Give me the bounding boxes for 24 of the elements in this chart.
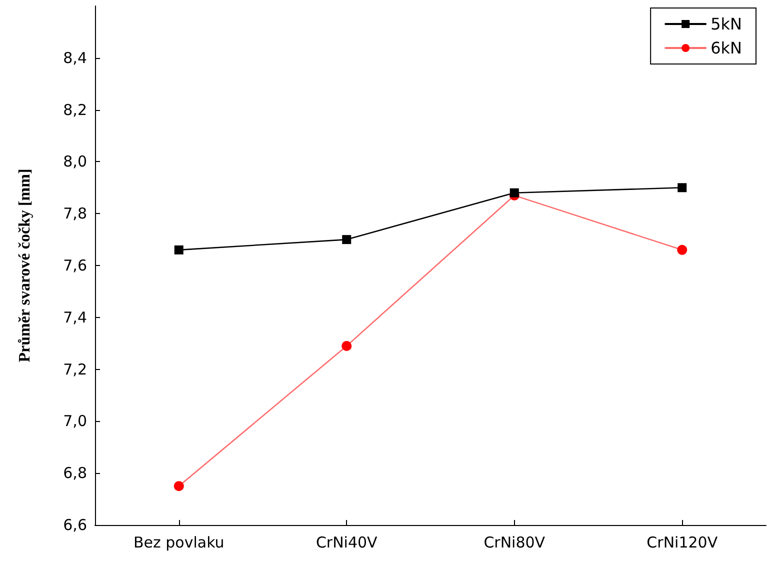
point	[342, 235, 352, 244]
y-tick-label: 6,8	[63, 464, 87, 482]
y-tick-label: 7,4	[63, 308, 87, 326]
y-tick-label: 6,6	[63, 516, 87, 534]
x-tick-label: CrNi120V	[646, 534, 718, 552]
point	[510, 188, 519, 198]
legend-label: 6kN	[710, 38, 742, 58]
y-tick-label: 7,8	[63, 204, 87, 223]
point	[342, 340, 352, 351]
y-tick-label: 7,0	[63, 412, 87, 430]
x-tick-label: Bez povlaku	[133, 534, 224, 552]
y-tick-label: 8,2	[63, 100, 87, 119]
y-axis-title: Průměr svarové čočky [mm]	[16, 168, 34, 362]
y-tick-label: 8,0	[63, 152, 87, 171]
y-tick-label: 7,6	[63, 256, 87, 274]
y-tick-label: 8,4	[63, 48, 87, 67]
x-tick-label: CrNi80V	[484, 534, 546, 552]
legend-label: 5kN	[710, 14, 742, 34]
point	[174, 481, 184, 492]
point	[677, 244, 688, 255]
y-tick-label: 7,2	[63, 360, 87, 378]
x-tick-label: CrNi40V	[316, 534, 378, 552]
point	[174, 245, 184, 254]
point	[678, 183, 687, 192]
